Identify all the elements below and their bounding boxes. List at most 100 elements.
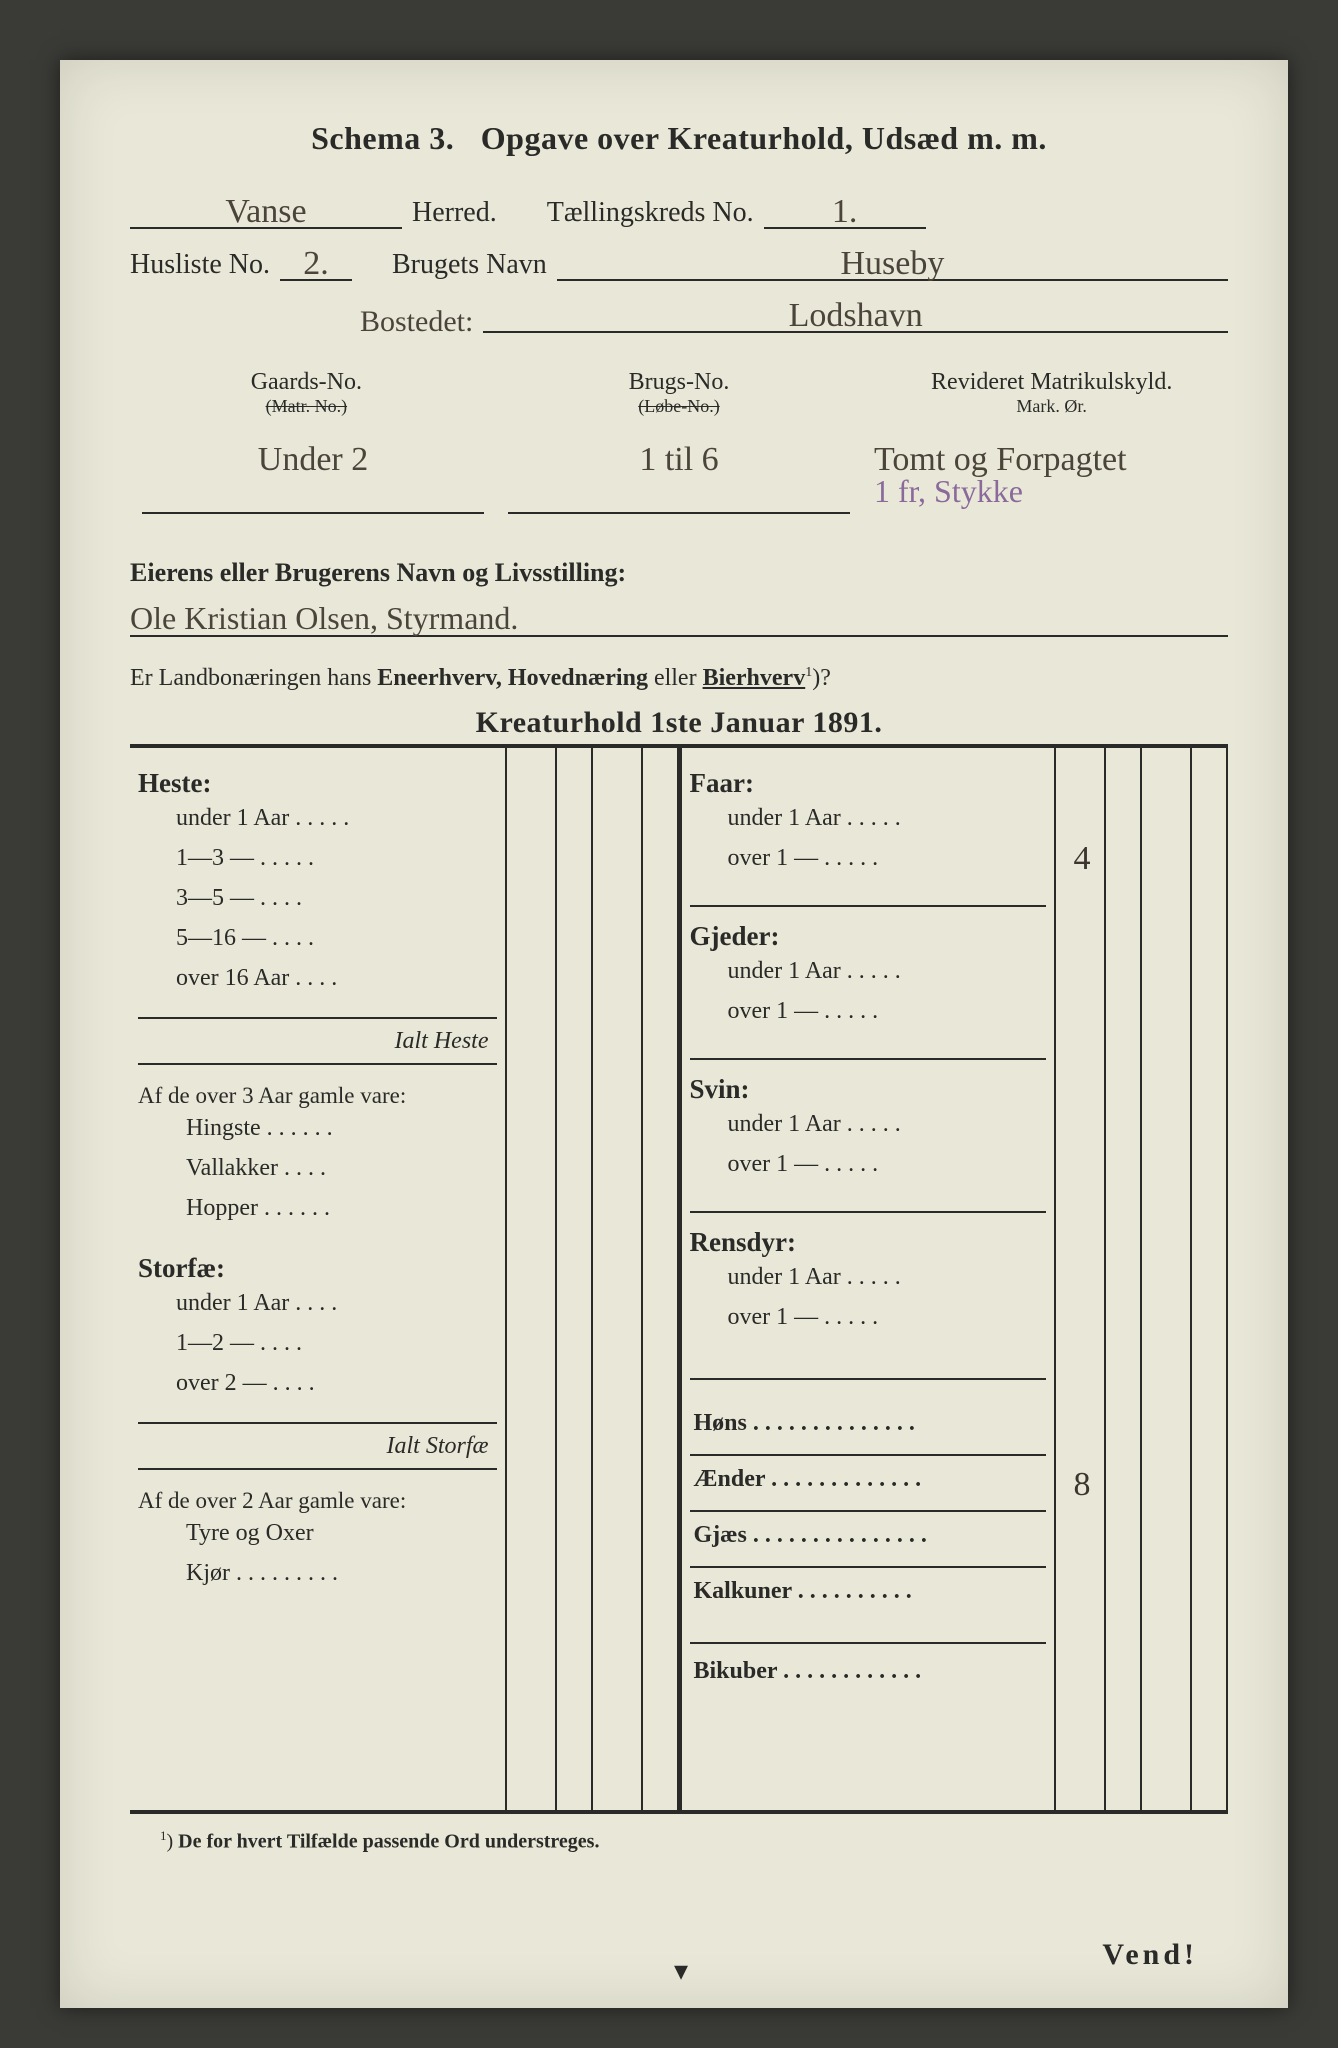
sep-1 bbox=[690, 905, 1047, 907]
gaard-sub: (Matr. No.) bbox=[130, 396, 483, 417]
q-b: Bierhverv bbox=[703, 665, 806, 691]
bruget-value: Huseby bbox=[840, 245, 944, 283]
gjeder-heading: Gjeder: bbox=[690, 921, 1047, 952]
left-numcol-2 bbox=[557, 748, 593, 1810]
herred-row: Vanse Herred. Tællingskreds No. 1. bbox=[130, 187, 1228, 229]
heste-row-4: over 16 Aar . . . . bbox=[138, 965, 497, 999]
gjeder-row-1: over 1 — . . . . . bbox=[690, 998, 1047, 1032]
hons-value: 8 bbox=[1058, 1466, 1106, 1504]
sep-4 bbox=[690, 1378, 1047, 1380]
storfae-total: Ialt Storfæ bbox=[138, 1422, 497, 1470]
gaard-value: Under 2 bbox=[258, 441, 368, 479]
bikuber-row: Bikuber . . . . . . . . . . . . bbox=[690, 1658, 1047, 1692]
herred-value: Vanse bbox=[225, 193, 306, 231]
right-numcol-1 bbox=[1056, 748, 1106, 1810]
owner-value: Ole Kristian Olsen, Styrmand. bbox=[130, 600, 518, 637]
brugs-col-header: Brugs-No. (Løbe-No.) bbox=[503, 369, 856, 417]
sep-7 bbox=[690, 1566, 1047, 1568]
schema-label: Schema 3. bbox=[311, 120, 454, 156]
storfae-sub-1: Kjør . . . . . . . . . bbox=[138, 1560, 497, 1594]
husliste-value: 2. bbox=[303, 245, 329, 283]
heste-row-1: 1—3 — . . . . . bbox=[138, 845, 497, 879]
sep-3 bbox=[690, 1211, 1047, 1213]
brugs-sub: (Løbe-No.) bbox=[503, 396, 856, 417]
bruget-label: Brugets Navn bbox=[392, 249, 547, 281]
tkreds-label: Tællingskreds No. bbox=[547, 197, 754, 229]
faar-over1-value: 4 bbox=[1058, 840, 1106, 878]
left-numcol-3 bbox=[593, 748, 643, 1810]
bostedet-row: Bostedet: Lodshavn bbox=[360, 291, 1228, 333]
sep-2 bbox=[690, 1058, 1047, 1060]
storfae-row-1: 1—2 — . . . . bbox=[138, 1330, 497, 1364]
storfae-heading: Storfæ: bbox=[138, 1253, 497, 1284]
faar-row-1: over 1 — . . . . . bbox=[690, 845, 1047, 879]
gjeder-row-0: under 1 Aar . . . . . bbox=[690, 958, 1047, 992]
left-column: Heste: under 1 Aar . . . . . 1—3 — . . .… bbox=[130, 748, 677, 1810]
heste-row-3: 5—16 — . . . . bbox=[138, 925, 497, 959]
husliste-row: Husliste No. 2. Brugets Navn Huseby bbox=[130, 239, 1228, 281]
rev-col-header: Revideret Matrikulskyld. Mark. Ør. bbox=[875, 369, 1228, 417]
storfae-row-2: over 2 — . . . . bbox=[138, 1370, 497, 1404]
owner-block: Eierens eller Brugerens Navn og Livsstil… bbox=[130, 558, 1228, 637]
heste-row-0: under 1 Aar . . . . . bbox=[138, 805, 497, 839]
census-form-paper: Schema 3. Opgave over Kreaturhold, Udsæd… bbox=[60, 60, 1288, 2008]
livestock-table: Heste: under 1 Aar . . . . . 1—3 — . . .… bbox=[130, 744, 1228, 1814]
scan-background: Schema 3. Opgave over Kreaturhold, Udsæd… bbox=[0, 0, 1338, 2048]
right-numcol-4 bbox=[1192, 748, 1228, 1810]
sep-5 bbox=[690, 1454, 1047, 1456]
matrikkel-headers: Gaards-No. (Matr. No.) Brugs-No. (Løbe-N… bbox=[130, 369, 1228, 417]
occupation-question: Er Landbonæringen hans Eneerhverv, Hoved… bbox=[130, 665, 1228, 692]
heste-row-2: 3—5 — . . . . bbox=[138, 885, 497, 919]
left-number-columns bbox=[505, 748, 677, 1810]
storfae-row-0: under 1 Aar . . . . bbox=[138, 1290, 497, 1324]
svin-heading: Svin: bbox=[690, 1074, 1047, 1105]
heste-heading: Heste: bbox=[138, 768, 497, 799]
q-mid: eller bbox=[654, 665, 703, 691]
heste-sub-1: Vallakker . . . . bbox=[138, 1155, 497, 1189]
brugs-label: Brugs-No. bbox=[503, 369, 856, 396]
heste-sub-0: Hingste . . . . . . bbox=[138, 1115, 497, 1149]
footnote-marker: 1 bbox=[160, 1828, 167, 1843]
brugs-value: 1 til 6 bbox=[639, 441, 718, 479]
tkreds-value: 1. bbox=[832, 193, 858, 231]
left-numcol-1 bbox=[507, 748, 557, 1810]
rev-value: Tomt og Forpagtet bbox=[874, 441, 1127, 479]
heste-sub-2: Hopper . . . . . . bbox=[138, 1195, 497, 1229]
right-column: Faar: under 1 Aar . . . . . over 1 — . .… bbox=[682, 748, 1229, 1810]
right-number-columns: 4 8 bbox=[1054, 748, 1228, 1810]
sep-6 bbox=[690, 1510, 1047, 1512]
bostedet-value: Lodshavn bbox=[789, 297, 923, 335]
husliste-label: Husliste No. bbox=[130, 249, 270, 281]
gaard-label: Gaards-No. bbox=[130, 369, 483, 396]
aender-row: Ænder . . . . . . . . . . . . . bbox=[690, 1466, 1047, 1500]
left-numcol-4 bbox=[643, 748, 677, 1810]
footnote: 1) De for hvert Tilfælde passende Ord un… bbox=[130, 1828, 1228, 1854]
faar-row-0: under 1 Aar . . . . . bbox=[690, 805, 1047, 839]
matrikkel-data-row: Under 2 1 til 6 Tomt og Forpagtet 1 fr, … bbox=[130, 435, 1228, 514]
storfae-note: Af de over 2 Aar gamle vare: bbox=[138, 1488, 497, 1514]
rensdyr-row-0: under 1 Aar . . . . . bbox=[690, 1264, 1047, 1298]
page-tick-mark: ▾ bbox=[674, 1954, 688, 1988]
faar-heading: Faar: bbox=[690, 768, 1047, 799]
bostedet-label: Bostedet: bbox=[360, 305, 473, 339]
footnote-text: De for hvert Tilfælde passende Ord under… bbox=[178, 1831, 599, 1853]
rensdyr-heading: Rensdyr: bbox=[690, 1227, 1047, 1258]
owner-label: Eierens eller Brugerens Navn og Livsstil… bbox=[130, 558, 626, 587]
kalkuner-row: Kalkuner . . . . . . . . . . bbox=[690, 1578, 1047, 1612]
heste-total: Ialt Heste bbox=[138, 1017, 497, 1065]
herred-label: Herred. bbox=[412, 197, 497, 229]
gjaes-row: Gjæs . . . . . . . . . . . . . . . bbox=[690, 1522, 1047, 1556]
right-numcol-3 bbox=[1142, 748, 1192, 1810]
right-labels: Faar: under 1 Aar . . . . . over 1 — . .… bbox=[682, 748, 1055, 1810]
gaard-col-header: Gaards-No. (Matr. No.) bbox=[130, 369, 483, 417]
kreaturhold-title: Kreaturhold 1ste Januar 1891. bbox=[130, 706, 1228, 740]
svin-row-0: under 1 Aar . . . . . bbox=[690, 1111, 1047, 1145]
q-a: Eneerhverv, Hovednæring bbox=[377, 665, 648, 691]
form-title-row: Schema 3. Opgave over Kreaturhold, Udsæd… bbox=[130, 120, 1228, 157]
right-numcol-2 bbox=[1106, 748, 1142, 1810]
storfae-sub-0: Tyre og Oxer bbox=[138, 1520, 497, 1554]
rev-sub: Mark. Ør. bbox=[875, 396, 1228, 417]
q-pre: Er Landbonæringen hans bbox=[130, 665, 377, 691]
svin-row-1: over 1 — . . . . . bbox=[690, 1151, 1047, 1185]
rev-label: Revideret Matrikulskyld. bbox=[875, 369, 1228, 396]
